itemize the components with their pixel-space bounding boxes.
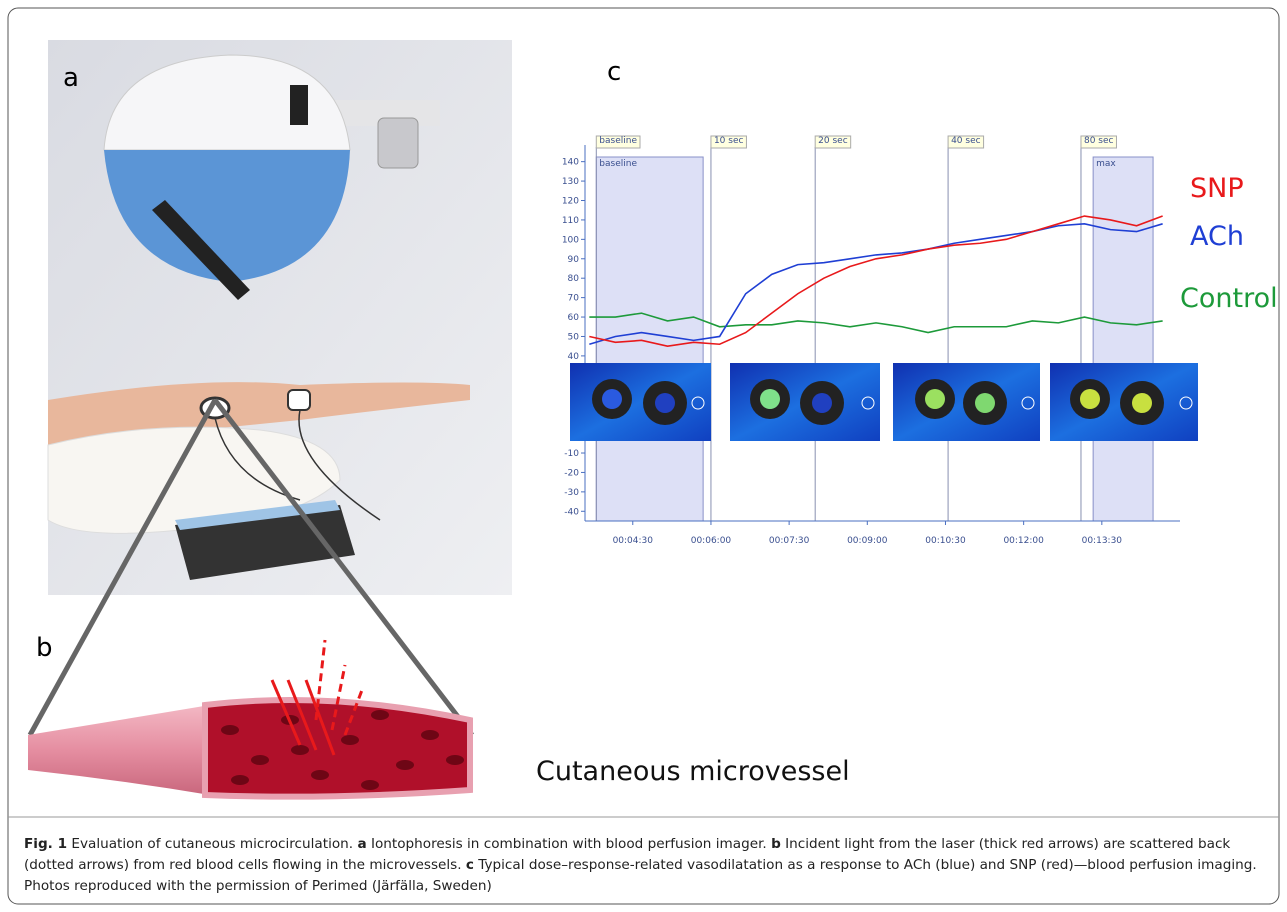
figure: a b c Cutaneous microvessel baselinemaxb… (0, 0, 1287, 912)
y-tick-label: -30 (564, 488, 579, 498)
marker-label: 10 sec (714, 136, 744, 146)
vessel-diagram (28, 640, 470, 797)
caption-text: Evaluation of cutaneous microcirculation… (71, 836, 353, 852)
x-tick-label: 00:07:30 (769, 536, 810, 546)
x-tick-label: 00:04:30 (613, 536, 654, 546)
caption-label: b (771, 836, 781, 852)
legend-label: Control (1180, 283, 1278, 314)
caption: Fig. 1 Evaluation of cutaneous microcirc… (24, 834, 1264, 897)
chart: baseline max baseline 10 sec 20 sec 40 sec 80 … (562, 136, 1180, 546)
y-tick-label: 120 (562, 197, 579, 207)
region-label: max (1096, 159, 1116, 169)
legend: SNP ACh Control (1180, 173, 1278, 314)
perfusion-images (570, 363, 1198, 441)
y-tick-label: 100 (562, 235, 579, 245)
caption-label: c (466, 857, 474, 873)
panel-label: c (607, 57, 621, 87)
marker-label: 40 sec (951, 136, 981, 146)
x-tick-label: 00:13:30 (1082, 536, 1123, 546)
caption-text: Iontophoresis in combination with blood … (371, 836, 767, 852)
vessel-label: Cutaneous microvessel (536, 756, 850, 787)
caption-label: Fig. 1 (24, 836, 67, 852)
photo (48, 40, 512, 595)
y-tick-label: 130 (562, 177, 579, 187)
y-tick-label: 140 (562, 158, 579, 168)
y-tick-label: -20 (564, 468, 579, 478)
x-tick-label: 00:09:00 (847, 536, 888, 546)
panel-label: b (36, 633, 53, 663)
marker-label: 20 sec (818, 136, 848, 146)
marker-label: baseline (599, 136, 637, 146)
y-tick-label: -10 (564, 449, 579, 459)
y-tick-label: 90 (568, 255, 580, 265)
region-label: baseline (599, 159, 637, 169)
y-tick-label: 70 (568, 294, 580, 304)
y-tick-label: 110 (562, 216, 579, 226)
panel-label: a (63, 63, 79, 93)
legend-label: SNP (1190, 173, 1244, 204)
page: a b c Cutaneous microvessel baselinemaxb… (0, 0, 1287, 912)
x-tick-label: 00:06:00 (691, 536, 732, 546)
marker-label: 80 sec (1084, 136, 1114, 146)
x-tick-label: 00:12:00 (1003, 536, 1044, 546)
y-tick-label: 80 (568, 274, 580, 284)
y-tick-label: 50 (568, 332, 580, 342)
x-tick-label: 00:10:30 (925, 536, 966, 546)
y-tick-label: 40 (568, 352, 580, 362)
caption-label: a (357, 836, 366, 852)
y-tick-label: -40 (564, 507, 579, 517)
legend-label: ACh (1190, 221, 1244, 252)
y-tick-label: 60 (568, 313, 580, 323)
region (1093, 157, 1153, 521)
